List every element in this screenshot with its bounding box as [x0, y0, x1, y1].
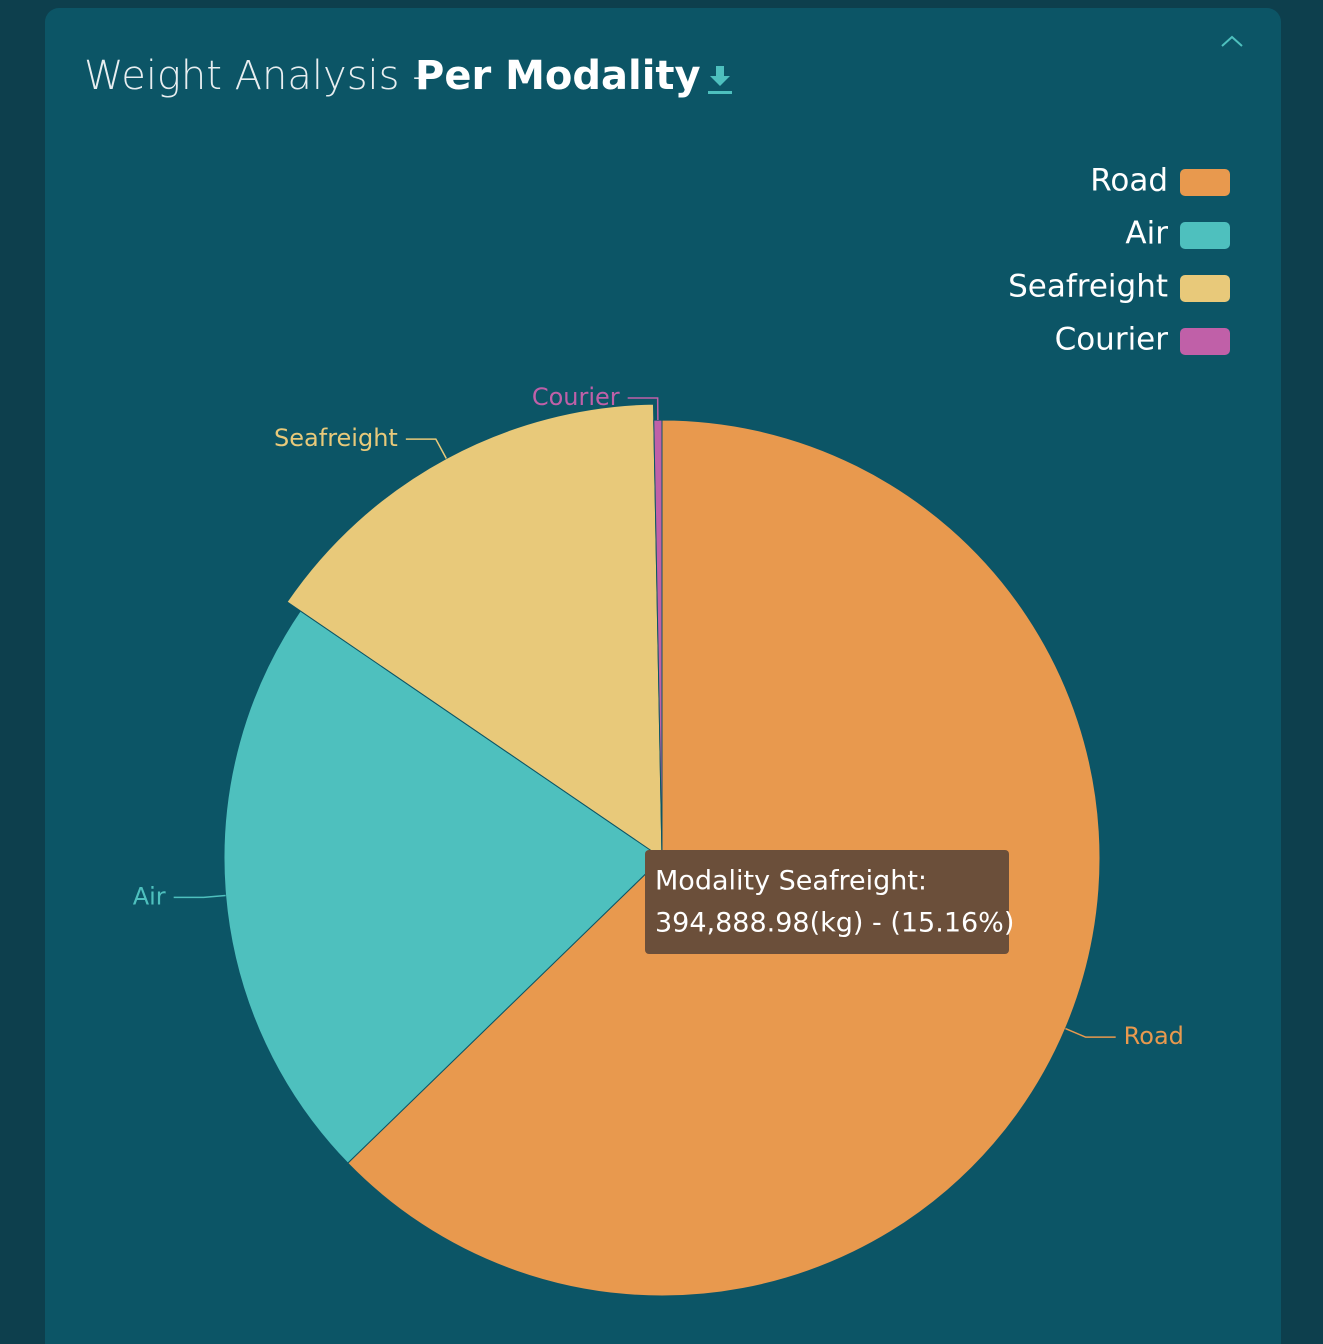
legend-label: Air — [1125, 216, 1168, 252]
label-line — [405, 438, 447, 459]
chart-title: Weight Analysis - — [84, 53, 427, 99]
slice-label: Air — [133, 882, 166, 910]
tooltip-line: 394,888.98(kg) - (15.16%) — [655, 908, 1014, 939]
label-line — [173, 894, 226, 899]
download-icon[interactable] — [708, 66, 732, 94]
tooltip-box — [645, 850, 1009, 954]
slice-label: Road — [1124, 1022, 1184, 1050]
slice-label: Seafreight — [274, 424, 398, 452]
legend-swatch — [1180, 275, 1230, 302]
download-arrow[interactable] — [710, 66, 730, 86]
legend-label: Seafreight — [1008, 269, 1168, 305]
download-bar[interactable] — [708, 91, 732, 94]
legend-swatch — [1180, 328, 1230, 355]
pie-slice — [286, 403, 663, 859]
legend-label: Courier — [1055, 322, 1169, 358]
legend-swatch — [1180, 169, 1230, 196]
label-line — [1065, 1027, 1116, 1038]
pie-slice — [223, 610, 663, 1164]
label-line — [627, 397, 659, 421]
pie-slice — [653, 419, 663, 859]
slice-label: Courier — [532, 383, 620, 411]
tooltip-line: Modality Seafreight: — [655, 866, 927, 897]
legend-swatch — [1180, 222, 1230, 249]
legend-label: Road — [1090, 163, 1168, 199]
chart-title-emphasis: Per Modality — [415, 53, 701, 99]
collapse-chevron[interactable] — [1221, 35, 1243, 47]
